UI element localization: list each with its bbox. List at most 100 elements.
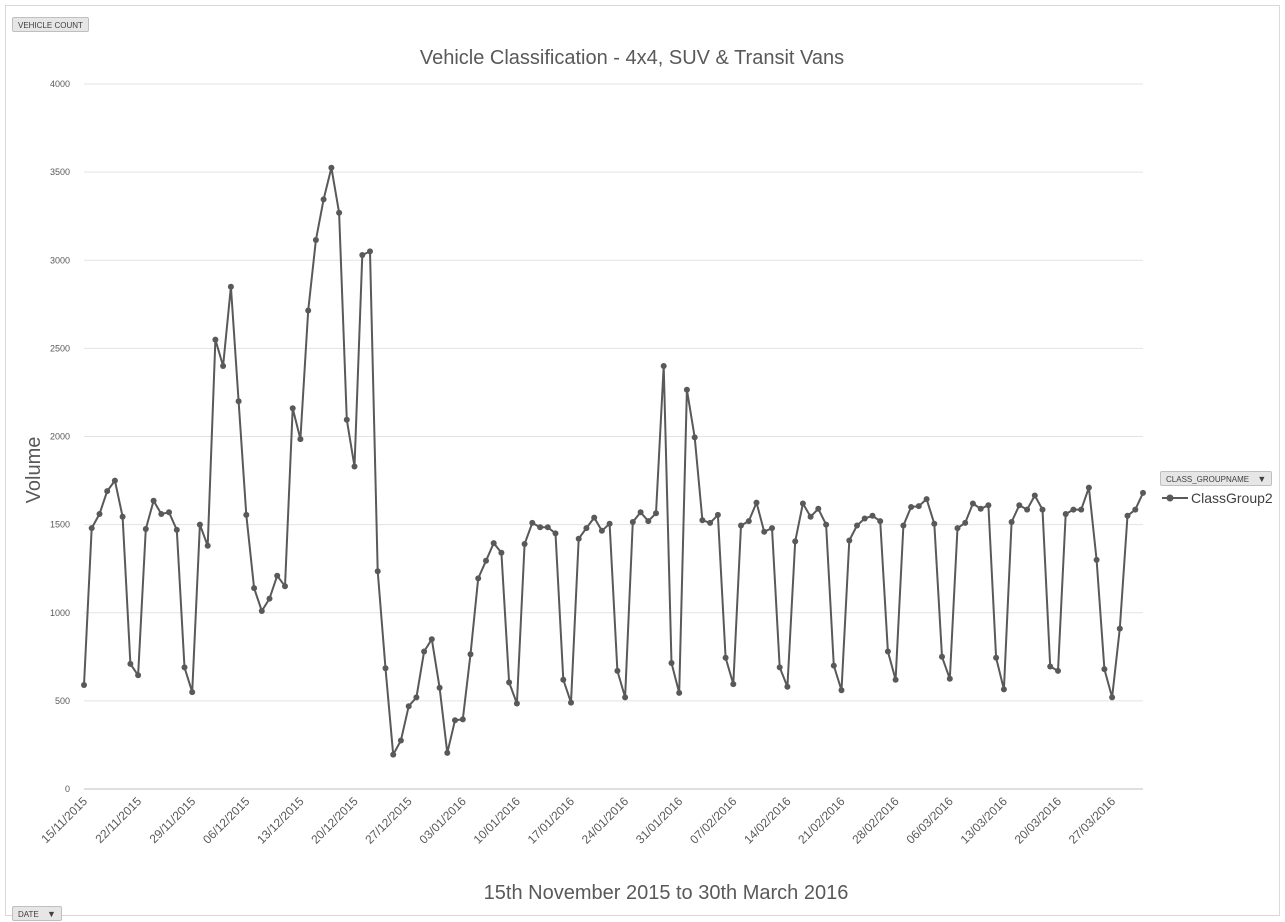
data-point: [235, 398, 242, 405]
data-point: [1093, 556, 1100, 563]
data-point: [923, 496, 930, 503]
data-point: [483, 557, 489, 564]
data-point: [985, 502, 992, 509]
data-point: [467, 651, 474, 658]
data-point: [251, 585, 258, 592]
data-point: [513, 700, 520, 707]
x-tick-label: 31/01/2016: [633, 794, 686, 847]
x-tick-label: 24/01/2016: [579, 794, 632, 847]
data-point: [846, 537, 853, 544]
data-point: [459, 716, 466, 723]
data-point: [544, 524, 551, 531]
filter-dropdown-icon[interactable]: ▼: [1257, 474, 1267, 484]
data-point: [96, 511, 103, 517]
data-point: [745, 518, 752, 525]
data-point: [815, 505, 822, 512]
data-point: [444, 749, 451, 756]
data-point: [575, 535, 582, 542]
data-point: [336, 209, 343, 216]
x-tick-label: 28/02/2016: [849, 794, 902, 847]
data-point: [653, 510, 659, 517]
filter-dropdown-icon[interactable]: ▼: [46, 909, 56, 919]
legend-item[interactable]: ClassGroup2: [1162, 490, 1273, 506]
data-point: [591, 514, 598, 521]
x-tick-label: 17/01/2016: [525, 794, 578, 847]
data-point: [660, 363, 667, 369]
y-tick-label: 3000: [50, 255, 70, 265]
data-point: [637, 509, 644, 516]
data-point: [135, 672, 142, 679]
data-point: [807, 513, 814, 520]
data-point: [382, 665, 389, 672]
data-point: [181, 664, 188, 671]
x-axis-label: 15th November 2015 to 30th March 2016: [484, 882, 849, 904]
class-groupname-field-button[interactable]: CLASS_GROUPNAME ▼: [1160, 471, 1273, 486]
data-point: [142, 526, 149, 532]
data-point: [622, 694, 629, 701]
data-point: [405, 703, 412, 710]
data-point: [104, 488, 111, 495]
data-point: [220, 363, 227, 369]
x-tick-label: 03/01/2016: [417, 794, 470, 847]
chart-title: Vehicle Classification - 4x4, SUV & Tran…: [420, 47, 844, 69]
data-point: [274, 572, 281, 579]
data-point: [1016, 502, 1023, 509]
data-point: [969, 500, 976, 507]
x-tick-label: 21/02/2016: [795, 794, 848, 847]
data-point: [475, 575, 482, 582]
data-point: [506, 679, 513, 686]
data-point: [289, 405, 296, 412]
data-point: [722, 654, 729, 661]
data-point: [81, 682, 87, 688]
x-tick-label: 06/03/2016: [904, 794, 957, 847]
y-tick-label: 2000: [50, 432, 70, 442]
data-point: [1031, 492, 1038, 499]
data-point: [738, 522, 744, 529]
data-point: [421, 648, 428, 655]
data-point: [946, 675, 953, 682]
data-point: [312, 237, 319, 243]
y-axis-label: Volume: [23, 437, 45, 504]
date-field-button[interactable]: DATE ▼: [12, 906, 62, 921]
y-tick-label: 2500: [50, 343, 70, 353]
data-point: [1039, 506, 1046, 513]
data-point: [351, 463, 358, 470]
data-point: [568, 699, 574, 706]
data-point: [189, 689, 196, 696]
data-point: [428, 636, 435, 643]
data-point: [173, 526, 180, 533]
data-point: [367, 248, 373, 255]
data-point: [954, 525, 961, 532]
data-point: [1024, 506, 1031, 513]
data-point: [374, 568, 381, 575]
data-point: [227, 283, 234, 290]
data-point: [769, 525, 775, 532]
date-label: DATE: [18, 910, 39, 919]
data-point: [1078, 506, 1085, 513]
data-point: [305, 307, 312, 314]
data-point: [645, 518, 652, 525]
y-axis-ticks: 0 500 1000 1500 2000 2500 3000 3500 4000: [50, 79, 70, 794]
x-tick-label: 06/12/2015: [200, 794, 253, 847]
vehicle-count-field-button[interactable]: VEHICLE COUNT: [12, 17, 89, 32]
y-tick-label: 4000: [50, 79, 70, 89]
data-point: [158, 511, 165, 517]
data-point: [683, 386, 690, 393]
data-point: [560, 676, 567, 683]
series-line: [83, 166, 1144, 756]
data-point: [204, 542, 211, 549]
data-point: [413, 694, 420, 701]
data-point: [1070, 506, 1077, 513]
data-point: [993, 654, 1000, 661]
data-point: [838, 687, 845, 694]
data-point: [196, 521, 203, 528]
data-point: [243, 511, 250, 518]
x-tick-label: 13/12/2015: [254, 794, 307, 847]
data-point: [877, 518, 884, 525]
data-point: [962, 519, 969, 526]
data-point: [552, 530, 559, 537]
x-tick-label: 15/11/2015: [38, 794, 90, 846]
data-point: [776, 664, 783, 671]
data-point: [1124, 512, 1131, 519]
data-point: [1132, 506, 1139, 513]
